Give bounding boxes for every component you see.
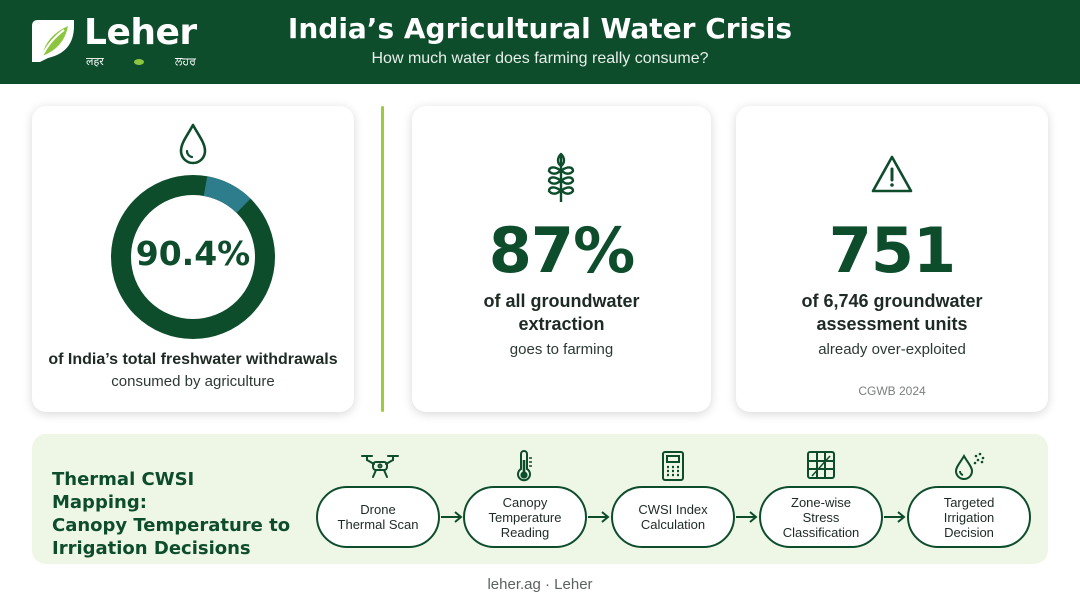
cwsi-title-line1: Thermal CWSI Mapping: (52, 469, 195, 513)
arrow-right-icon (736, 511, 758, 523)
step-2-line3: Reading (500, 524, 550, 540)
step-5-line2: Irrigation (943, 509, 995, 525)
step-1-line1: Drone (360, 502, 396, 517)
source-citation: CGWB 2024 (858, 384, 926, 398)
cwsi-panel-title: Thermal CWSI Mapping: Canopy Temperature… (52, 468, 292, 560)
groundwater-line2: extraction (518, 314, 605, 334)
freshwater-line1: of India’s total freshwater withdrawals (48, 351, 338, 368)
overexploited-line3: already over-exploited (818, 341, 966, 358)
step-4-line1: Zone-wise (791, 494, 851, 510)
freshwater-percentage: 90.4% (135, 234, 251, 273)
step-drone-thermal-scan[interactable]: Drone Thermal Scan (316, 486, 440, 548)
brand-sub-left: लहर (86, 55, 104, 68)
step-canopy-temperature[interactable]: Canopy Temperature Reading (463, 486, 587, 548)
grid-map-icon (807, 451, 835, 479)
drone-icon (361, 455, 399, 478)
step-targeted-irrigation[interactable]: Targeted Irrigation Decision (907, 486, 1031, 548)
overexploited-line1: of 6,746 groundwater (801, 291, 983, 311)
overexploited-line2: assessment units (816, 314, 968, 334)
brand-tagline: लहर ਲਹਰ (86, 54, 196, 69)
step-3-line1: CWSI Index (638, 502, 708, 517)
step-4-line2: Stress (802, 509, 840, 525)
donut-remaining-segment (111, 175, 275, 339)
step-zone-stress[interactable]: Zone-wise Stress Classification (759, 486, 883, 548)
groundwater-line3: goes to farming (509, 341, 614, 358)
arrow-right-icon (588, 511, 610, 523)
brand-logo[interactable]: Leher लहर ਲਹਰ (30, 12, 200, 70)
arrow-right-icon (884, 511, 906, 523)
groundwater-percentage: 87% (488, 214, 635, 287)
footer-credit: leher.ag · Leher (487, 576, 593, 593)
freshwater-line2: consumed by agriculture (111, 373, 275, 390)
wheat-icon (547, 152, 575, 202)
freshwater-donut-chart (111, 175, 275, 339)
arrow-right-icon (441, 511, 463, 523)
thermometer-icon (517, 450, 532, 482)
cwsi-title-line3: Irrigation Decisions (52, 538, 251, 559)
calculator-icon (662, 451, 684, 481)
overexploited-stat-card: 751 of 6,746 groundwater assessment unit… (736, 106, 1048, 412)
freshwater-stat-card: 90.4% of India’s total freshwater withdr… (32, 106, 354, 412)
section-divider (381, 106, 384, 412)
header-bar: Leher लहर ਲਹਰ India’s Agricultural Water… (0, 0, 1080, 84)
overexploited-count: 751 (828, 214, 956, 287)
step-2-line2: Temperature (488, 509, 562, 525)
leaf-logo-icon (32, 20, 74, 62)
cwsi-process-panel: Thermal CWSI Mapping: Canopy Temperature… (32, 434, 1048, 564)
brand-sub-right: ਲਹਰ (174, 54, 196, 68)
step-2-line1: Canopy (502, 494, 548, 510)
warning-icon (871, 155, 913, 193)
page-subtitle: How much water does farming really consu… (371, 50, 709, 67)
groundwater-line1: of all groundwater (483, 291, 640, 311)
water-drop-icon (179, 123, 207, 165)
step-5-line3: Decision (944, 524, 994, 540)
brand-name: Leher (84, 12, 197, 53)
step-1-line2: Thermal Scan (337, 517, 419, 532)
step-cwsi-index[interactable]: CWSI Index Calculation (611, 486, 735, 548)
step-5-line1: Targeted (943, 494, 995, 510)
page-title: India’s Agricultural Water Crisis (287, 12, 793, 45)
leaf-dot-icon (134, 58, 145, 65)
step-3-line2: Calculation (640, 517, 706, 532)
step-4-line3: Classification (782, 524, 860, 540)
groundwater-stat-card: 87% of all groundwater extraction goes t… (412, 106, 711, 412)
cwsi-title-line2: Canopy Temperature to (52, 515, 291, 536)
sprinkler-drop-icon (954, 452, 985, 480)
